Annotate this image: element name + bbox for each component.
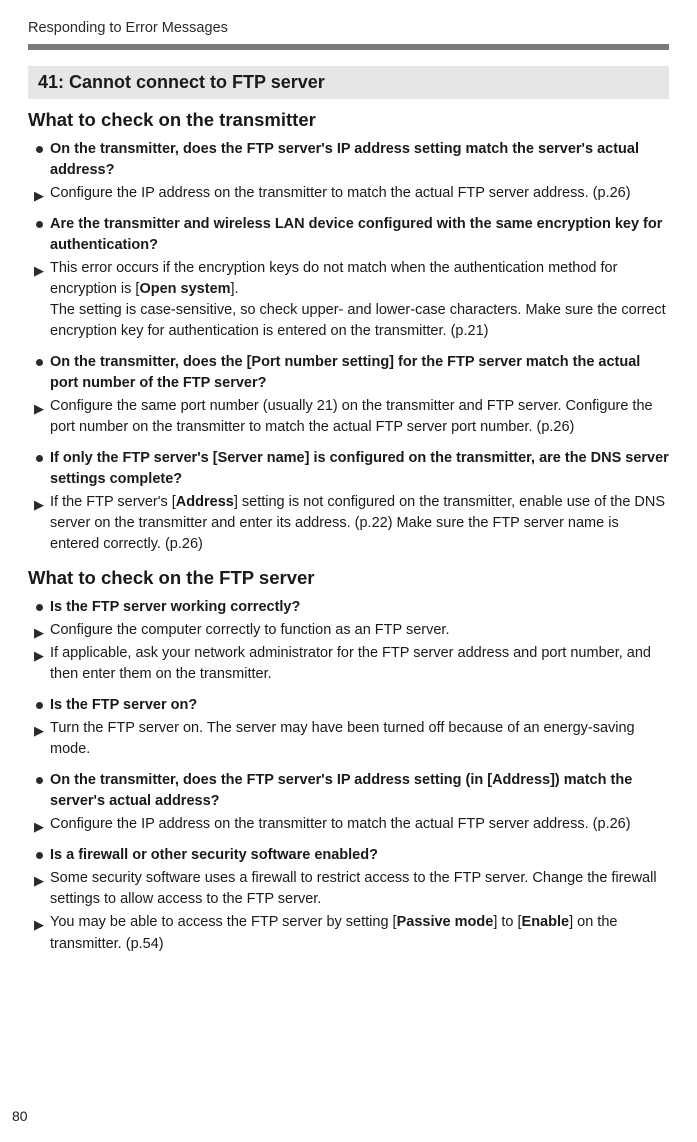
arrow-icon: ▶ xyxy=(28,643,50,664)
error-code: 41: xyxy=(38,72,64,93)
arrow-icon: ▶ xyxy=(28,183,50,204)
arrow-icon: ▶ xyxy=(28,396,50,417)
qa-chunk: If only the FTP server's [Server name] i… xyxy=(28,448,669,555)
qa-chunk: Is a firewall or other security software… xyxy=(28,845,669,954)
answer-text: Configure the IP address on the transmit… xyxy=(50,814,669,835)
section-heading: What to check on the FTP server xyxy=(28,567,669,589)
answer-text: Configure the computer correctly to func… xyxy=(50,620,669,641)
answer-line: ▶Configure the computer correctly to fun… xyxy=(28,620,669,641)
answer-line: ▶If the FTP server's [Address] setting i… xyxy=(28,492,669,555)
question-line: Are the transmitter and wireless LAN dev… xyxy=(28,214,669,256)
running-head: Responding to Error Messages xyxy=(28,20,669,36)
answer-line: ▶Configure the IP address on the transmi… xyxy=(28,814,669,835)
header-rule xyxy=(28,44,669,50)
answer-text: If applicable, ask your network administ… xyxy=(50,643,669,685)
arrow-icon: ▶ xyxy=(28,492,50,513)
bullet-icon xyxy=(28,845,50,859)
answer-text: If the FTP server's [Address] setting is… xyxy=(50,492,669,555)
question-text: On the transmitter, does the FTP server'… xyxy=(50,139,669,181)
bullet-icon xyxy=(28,695,50,709)
answer-line: ▶Turn the FTP server on. The server may … xyxy=(28,718,669,760)
qa-chunk: On the transmitter, does the [Port numbe… xyxy=(28,352,669,438)
question-line: Is a firewall or other security software… xyxy=(28,845,669,866)
arrow-icon: ▶ xyxy=(28,620,50,641)
question-text: On the transmitter, does the FTP server'… xyxy=(50,770,669,812)
bullet-icon xyxy=(28,139,50,153)
answer-text: Some security software uses a firewall t… xyxy=(50,868,669,910)
qa-chunk: Is the FTP server working correctly?▶Con… xyxy=(28,597,669,685)
answer-text: This error occurs if the encryption keys… xyxy=(50,258,669,342)
answer-line: ▶Configure the same port number (usually… xyxy=(28,396,669,438)
question-text: If only the FTP server's [Server name] i… xyxy=(50,448,669,490)
question-text: On the transmitter, does the [Port numbe… xyxy=(50,352,669,394)
question-line: Is the FTP server working correctly? xyxy=(28,597,669,618)
question-line: If only the FTP server's [Server name] i… xyxy=(28,448,669,490)
answer-text: You may be able to access the FTP server… xyxy=(50,912,669,954)
qa-chunk: On the transmitter, does the FTP server'… xyxy=(28,139,669,204)
question-text: Is a firewall or other security software… xyxy=(50,845,669,866)
question-text: Are the transmitter and wireless LAN dev… xyxy=(50,214,669,256)
answer-text: Turn the FTP server on. The server may h… xyxy=(50,718,669,760)
section-items: Is the FTP server working correctly?▶Con… xyxy=(28,597,669,954)
arrow-icon: ▶ xyxy=(28,258,50,279)
question-line: On the transmitter, does the FTP server'… xyxy=(28,139,669,181)
question-line: On the transmitter, does the FTP server'… xyxy=(28,770,669,812)
bullet-icon xyxy=(28,770,50,784)
error-title-bar: 41: Cannot connect to FTP server xyxy=(28,66,669,99)
answer-line: ▶If applicable, ask your network adminis… xyxy=(28,643,669,685)
bullet-icon xyxy=(28,448,50,462)
bullet-icon xyxy=(28,352,50,366)
section-items: On the transmitter, does the FTP server'… xyxy=(28,139,669,555)
page: Responding to Error Messages 41: Cannot … xyxy=(0,0,697,1142)
question-line: Is the FTP server on? xyxy=(28,695,669,716)
bullet-icon xyxy=(28,214,50,228)
arrow-icon: ▶ xyxy=(28,868,50,889)
bullet-icon xyxy=(28,597,50,611)
qa-chunk: On the transmitter, does the FTP server'… xyxy=(28,770,669,835)
answer-line: ▶Configure the IP address on the transmi… xyxy=(28,183,669,204)
answer-text: Configure the same port number (usually … xyxy=(50,396,669,438)
answer-text: Configure the IP address on the transmit… xyxy=(50,183,669,204)
question-line: On the transmitter, does the [Port numbe… xyxy=(28,352,669,394)
qa-chunk: Are the transmitter and wireless LAN dev… xyxy=(28,214,669,342)
question-text: Is the FTP server working correctly? xyxy=(50,597,669,618)
question-text: Is the FTP server on? xyxy=(50,695,669,716)
page-number: 80 xyxy=(12,1108,28,1124)
answer-line: ▶Some security software uses a firewall … xyxy=(28,868,669,910)
section-heading: What to check on the transmitter xyxy=(28,109,669,131)
qa-chunk: Is the FTP server on?▶Turn the FTP serve… xyxy=(28,695,669,760)
error-title-text: Cannot connect to FTP server xyxy=(69,72,325,92)
answer-line: ▶This error occurs if the encryption key… xyxy=(28,258,669,342)
arrow-icon: ▶ xyxy=(28,912,50,933)
arrow-icon: ▶ xyxy=(28,718,50,739)
arrow-icon: ▶ xyxy=(28,814,50,835)
answer-line: ▶You may be able to access the FTP serve… xyxy=(28,912,669,954)
content-sections: What to check on the transmitter On the t… xyxy=(28,109,669,955)
